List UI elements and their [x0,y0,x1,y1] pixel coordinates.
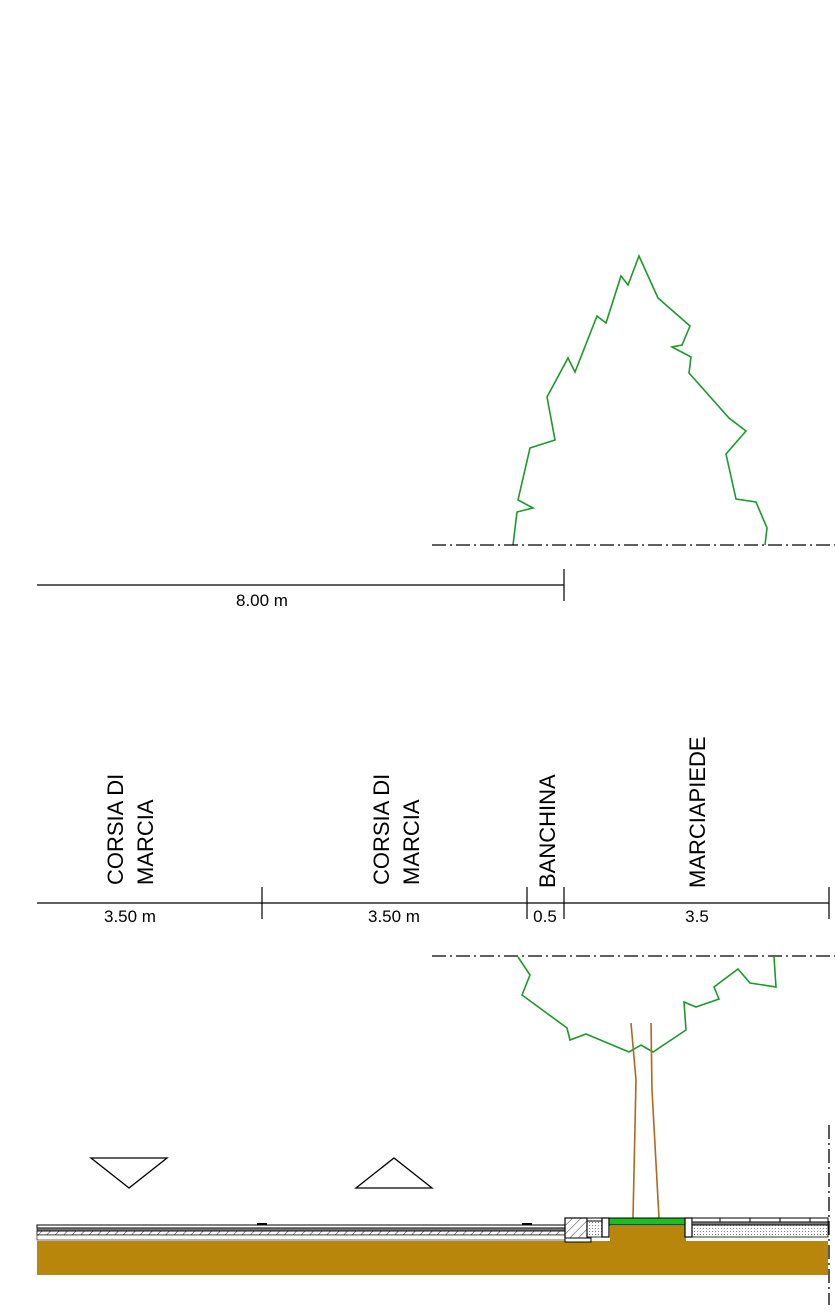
lane-label-1-line2: MARCIA [133,799,158,885]
curb [564,1217,610,1243]
lower-section [36,955,835,1305]
lane-label-banchina: BANCHINA [535,774,560,888]
dimension-marciapiede: 3.5 [685,907,709,926]
lane-labels: CORSIA DI MARCIA CORSIA DI MARCIA BANCHI… [103,736,710,888]
tree-canopy-outline [512,253,768,546]
road-pavement [36,1223,566,1241]
lane-label-marciapiede: MARCIAPIEDE [685,736,710,888]
tree-planter [608,1217,687,1226]
lane-label-2-line1: CORSIA DI [369,774,394,885]
dimension-banchina: 0.5 [533,907,557,926]
tree-canopy-section [517,956,777,1053]
lane-label-1-line1: CORSIA DI [103,774,128,885]
upper-view: 8.00 m [37,253,835,610]
dimension-lane-2: 3.50 m [368,907,420,926]
lane-direction-up-icon [354,1157,434,1189]
ground-soil [37,1241,828,1275]
tree-trunk-right [650,1022,660,1219]
tree-trunk-left [630,1022,637,1219]
dimension-8m-label: 8.00 m [236,591,288,610]
section-dimension-chain: 3.50 m 3.50 m 0.5 3.5 [37,887,830,926]
sidewalk [684,1217,829,1238]
lane-direction-down-icon [89,1157,169,1189]
dimension-8m: 8.00 m [37,569,565,610]
dimension-lane-1: 3.50 m [104,907,156,926]
ground-soil-under-sidewalk [610,1226,686,1241]
lane-label-2-line2: MARCIA [399,799,424,885]
